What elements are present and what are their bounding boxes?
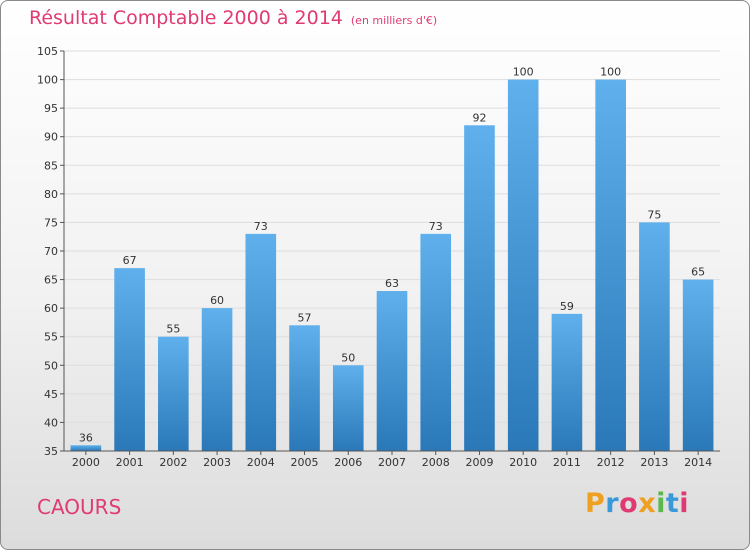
bar (158, 336, 189, 451)
bar (114, 268, 145, 451)
bar-value-label: 100 (513, 66, 534, 79)
x-tick-label: 2000 (72, 456, 100, 469)
x-tick-label: 2014 (684, 456, 712, 469)
chart-title: Résultat Comptable 2000 à 2014 (en millie… (29, 7, 437, 29)
bar-value-label: 92 (472, 111, 486, 124)
bar-value-label: 73 (254, 220, 268, 233)
logo-letter: P (585, 488, 606, 519)
x-tick-label: 2003 (203, 456, 231, 469)
y-tick-label: 100 (37, 74, 58, 87)
bar-value-label: 59 (560, 300, 574, 313)
x-tick-label: 2001 (116, 456, 144, 469)
bar (332, 365, 364, 451)
y-tick-label: 45 (44, 388, 58, 401)
bar-value-label: 67 (123, 254, 137, 267)
bar (595, 79, 626, 452)
y-tick-label: 40 (44, 416, 58, 429)
unit-label: (en milliers d'€) (350, 14, 438, 27)
bar-value-label: 36 (79, 431, 93, 444)
bar (507, 79, 539, 452)
proxiti-logo[interactable]: Proxiti (585, 488, 689, 519)
y-tick-label: 65 (44, 274, 58, 287)
bar (639, 222, 670, 451)
bar-value-label: 57 (298, 311, 312, 324)
x-tick-label: 2013 (640, 456, 668, 469)
bar (551, 313, 583, 451)
bar-value-label: 50 (341, 351, 355, 364)
y-tick-label: 35 (44, 445, 58, 458)
bar-value-label: 73 (429, 220, 443, 233)
bar-value-label: 100 (600, 66, 621, 79)
x-tick-label: 2009 (465, 456, 493, 469)
bar (289, 325, 320, 451)
y-tick-label: 55 (44, 331, 58, 344)
bar-value-label: 60 (210, 294, 224, 307)
y-tick-label: 50 (44, 359, 58, 372)
logo-letter: x (638, 488, 657, 519)
bar-value-label: 75 (647, 208, 661, 221)
y-tick-label: 90 (44, 131, 58, 144)
y-tick-label: 80 (44, 188, 58, 201)
bar (245, 233, 277, 451)
y-tick-label: 75 (44, 216, 58, 229)
bar-value-label: 63 (385, 277, 399, 290)
y-tick-label: 85 (44, 159, 58, 172)
bar (420, 233, 452, 451)
x-tick-label: 2007 (378, 456, 406, 469)
bar (376, 291, 408, 451)
x-tick-label: 2011 (553, 456, 581, 469)
logo-letter: o (619, 488, 639, 519)
x-tick-label: 2004 (247, 456, 275, 469)
logo-letter: i (656, 488, 666, 519)
bar-value-label: 65 (691, 266, 705, 279)
y-tick-label: 70 (44, 245, 58, 258)
logo-letter: r (605, 488, 620, 519)
bar (70, 445, 102, 451)
axes: 35 40 45 50 55 60 65 70 75 80 85 90 95 100 105 2000 2001… (37, 45, 720, 469)
logo-letter: t (665, 488, 680, 519)
y-tick-label: 105 (37, 45, 58, 58)
bar (464, 125, 495, 452)
y-tick-label: 95 (44, 102, 58, 115)
title-text: Résultat Comptable 2000 à 2014 (29, 7, 343, 29)
x-tick-label: 2008 (422, 456, 450, 469)
x-tick-label: 2010 (509, 456, 537, 469)
x-tick-label: 2005 (291, 456, 319, 469)
bar (682, 279, 714, 451)
commune-name: CAOURS (37, 495, 122, 519)
bar-value-label: 55 (166, 323, 180, 336)
bars: 36 67 55 60 73 57 50 63 73 92 100 59 100 75 65 (70, 66, 714, 452)
logo-letter: i (679, 488, 690, 519)
x-tick-label: 2006 (334, 456, 362, 469)
bar (201, 308, 233, 451)
x-tick-label: 2002 (159, 456, 187, 469)
x-tick-label: 2012 (597, 456, 625, 469)
y-tick-label: 60 (44, 302, 58, 315)
